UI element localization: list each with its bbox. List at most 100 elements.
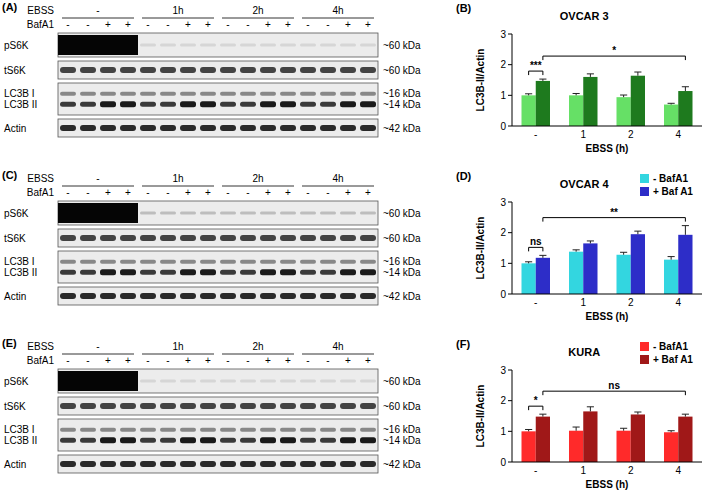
band <box>140 67 156 73</box>
band <box>340 293 356 299</box>
group-line <box>222 186 294 187</box>
band <box>300 125 316 131</box>
protein-label: tS6K <box>4 65 26 76</box>
x-tick-label: - <box>534 129 537 140</box>
band <box>340 101 356 107</box>
protein-label: LC3B I <box>4 424 35 435</box>
band <box>320 270 336 275</box>
band <box>60 102 76 107</box>
error-cap <box>539 79 546 80</box>
y-tick <box>508 126 512 127</box>
bar <box>536 417 550 462</box>
band <box>180 44 196 47</box>
band <box>200 293 216 299</box>
lane-sign: + <box>285 19 291 30</box>
band <box>60 461 76 467</box>
error-cap <box>539 255 546 256</box>
significance-label: * <box>534 395 538 406</box>
band <box>200 101 216 107</box>
lane-sign: - <box>146 19 149 30</box>
band <box>140 92 156 96</box>
protein-label: LC3B I <box>4 88 35 99</box>
band <box>320 44 336 47</box>
y-tick <box>508 95 512 96</box>
lane-sign: + <box>265 355 271 366</box>
band <box>80 67 96 73</box>
band <box>200 428 216 432</box>
bands <box>60 92 376 108</box>
band <box>160 428 176 432</box>
condition-group: 4h <box>332 173 343 184</box>
band <box>140 438 156 443</box>
band <box>78 203 98 223</box>
band <box>100 293 116 299</box>
band <box>140 260 156 264</box>
band <box>340 380 356 383</box>
lane-sign: + <box>265 19 271 30</box>
band <box>360 269 376 275</box>
lane-sign: - <box>226 355 229 366</box>
treatment-label: BafA1 <box>27 19 55 30</box>
band <box>118 35 138 55</box>
protein-label: pS6K <box>4 40 29 51</box>
band <box>240 212 256 215</box>
blot-membrane <box>58 369 378 393</box>
band <box>98 35 118 55</box>
band <box>320 461 336 467</box>
band <box>60 438 76 443</box>
figure: (A)EBSS-1h2h4hBafA1--++--++--++--++pS6K~… <box>0 0 709 504</box>
protein-label: Actin <box>4 123 26 134</box>
band <box>220 44 236 47</box>
error-bar <box>682 414 689 416</box>
chart-title: KURA <box>568 346 600 358</box>
x-axis <box>512 462 702 463</box>
band <box>240 380 256 383</box>
group-line <box>142 186 214 187</box>
group-line <box>302 186 374 187</box>
y-tick <box>508 400 512 401</box>
y-axis <box>512 370 513 462</box>
band <box>220 380 236 383</box>
band <box>120 403 136 409</box>
band <box>180 101 196 107</box>
band <box>340 212 356 215</box>
band <box>120 428 136 432</box>
error-cap <box>668 103 675 104</box>
panel-letter: (A) <box>2 1 18 13</box>
band <box>120 260 136 264</box>
significance-bracket <box>529 406 543 410</box>
lane-sign: - <box>166 19 169 30</box>
y-tick-label: 2 <box>500 59 506 70</box>
bands <box>60 235 376 241</box>
lane-sign: - <box>66 187 69 198</box>
band <box>340 125 356 131</box>
lane-sign: - <box>146 187 149 198</box>
x-tick-label: 2 <box>628 129 634 140</box>
band <box>140 270 156 275</box>
band <box>220 438 236 443</box>
x-axis-title: EBSS (h) <box>586 143 629 154</box>
x-tick-label: 1 <box>580 297 586 308</box>
condition-group: 4h <box>332 5 343 16</box>
bar <box>569 95 583 126</box>
legend-swatch <box>640 187 649 196</box>
error-bar <box>620 95 627 97</box>
bar <box>536 81 550 126</box>
protein-label: Actin <box>4 291 26 302</box>
band <box>280 461 296 467</box>
band <box>200 437 216 443</box>
lane-sign: - <box>306 355 309 366</box>
band <box>140 102 156 107</box>
lane-sign: - <box>86 187 89 198</box>
group-line <box>302 354 374 355</box>
band <box>160 67 176 73</box>
band <box>60 67 76 73</box>
band <box>200 269 216 275</box>
y-tick <box>508 202 512 203</box>
group-line <box>222 354 294 355</box>
y-tick <box>508 64 512 65</box>
band <box>320 293 336 299</box>
protein-label: pS6K <box>4 376 29 387</box>
band <box>60 270 76 275</box>
band <box>180 92 196 96</box>
